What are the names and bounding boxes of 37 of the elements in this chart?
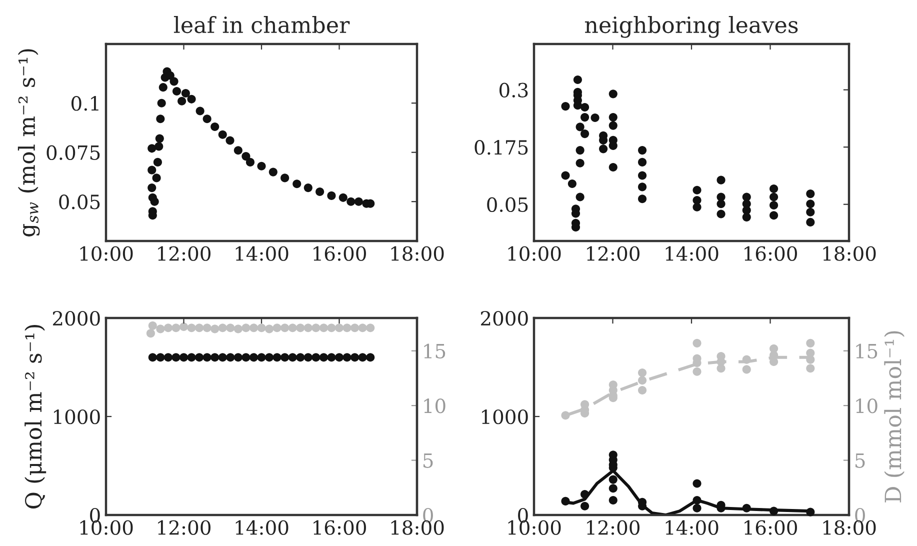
- x-tick-label: 14:00: [236, 246, 288, 261]
- x-tick-label: 10:00: [508, 246, 561, 261]
- x-tick-label: 16:00: [744, 520, 797, 535]
- y-tick-label: 0.05: [59, 194, 100, 210]
- y2-tick-label: 15: [424, 344, 446, 358]
- y2-tick-label: 5: [424, 453, 433, 468]
- y2-tick-label: 5: [856, 453, 865, 468]
- x-tick-label: 16:00: [744, 246, 797, 261]
- chart-title: leaf in chamber: [174, 16, 350, 34]
- y-tick-label: 0.1: [72, 96, 98, 111]
- y2-tick-label: 10: [856, 398, 878, 414]
- y-tick-label: 2000: [52, 310, 100, 326]
- x-tick-label: 14:00: [236, 520, 288, 535]
- x-tick-label: 16:00: [314, 246, 366, 261]
- y-axis-title: Q (μmol m⁻² s⁻¹): [24, 325, 46, 509]
- x-tick-label: 10:00: [80, 246, 133, 261]
- y2-tick-label: 15: [856, 344, 878, 358]
- y-tick-label: 1000: [482, 409, 528, 424]
- x-tick-label: 18:00: [823, 246, 876, 261]
- x-tick-label: 12:00: [158, 246, 210, 261]
- x-tick-label: 16:00: [314, 520, 366, 535]
- y-tick-label: 2000: [480, 310, 528, 326]
- x-tick-label: 18:00: [391, 246, 444, 261]
- chart-title: neighboring leaves: [584, 16, 798, 38]
- y-tick-label: 0.05: [487, 197, 528, 212]
- x-tick-label: 14:00: [666, 246, 718, 261]
- y-axis-title: g$_{sw}$ (mol m⁻² s⁻¹): [18, 49, 40, 237]
- y-tick-label: 0.075: [46, 145, 100, 160]
- y2-tick-label: 10: [424, 398, 446, 414]
- y-tick-label: 0.175: [474, 140, 528, 155]
- y2-axis-title: D (mmol mol⁻¹): [884, 331, 905, 502]
- x-tick-label: 12:00: [587, 246, 640, 261]
- y-tick-label: 1000: [54, 409, 100, 424]
- x-tick-label: 12:00: [158, 520, 210, 535]
- x-tick-label: 12:00: [587, 520, 640, 535]
- y-tick-label: 0.3: [500, 82, 528, 98]
- x-tick-label: 14:00: [666, 520, 718, 535]
